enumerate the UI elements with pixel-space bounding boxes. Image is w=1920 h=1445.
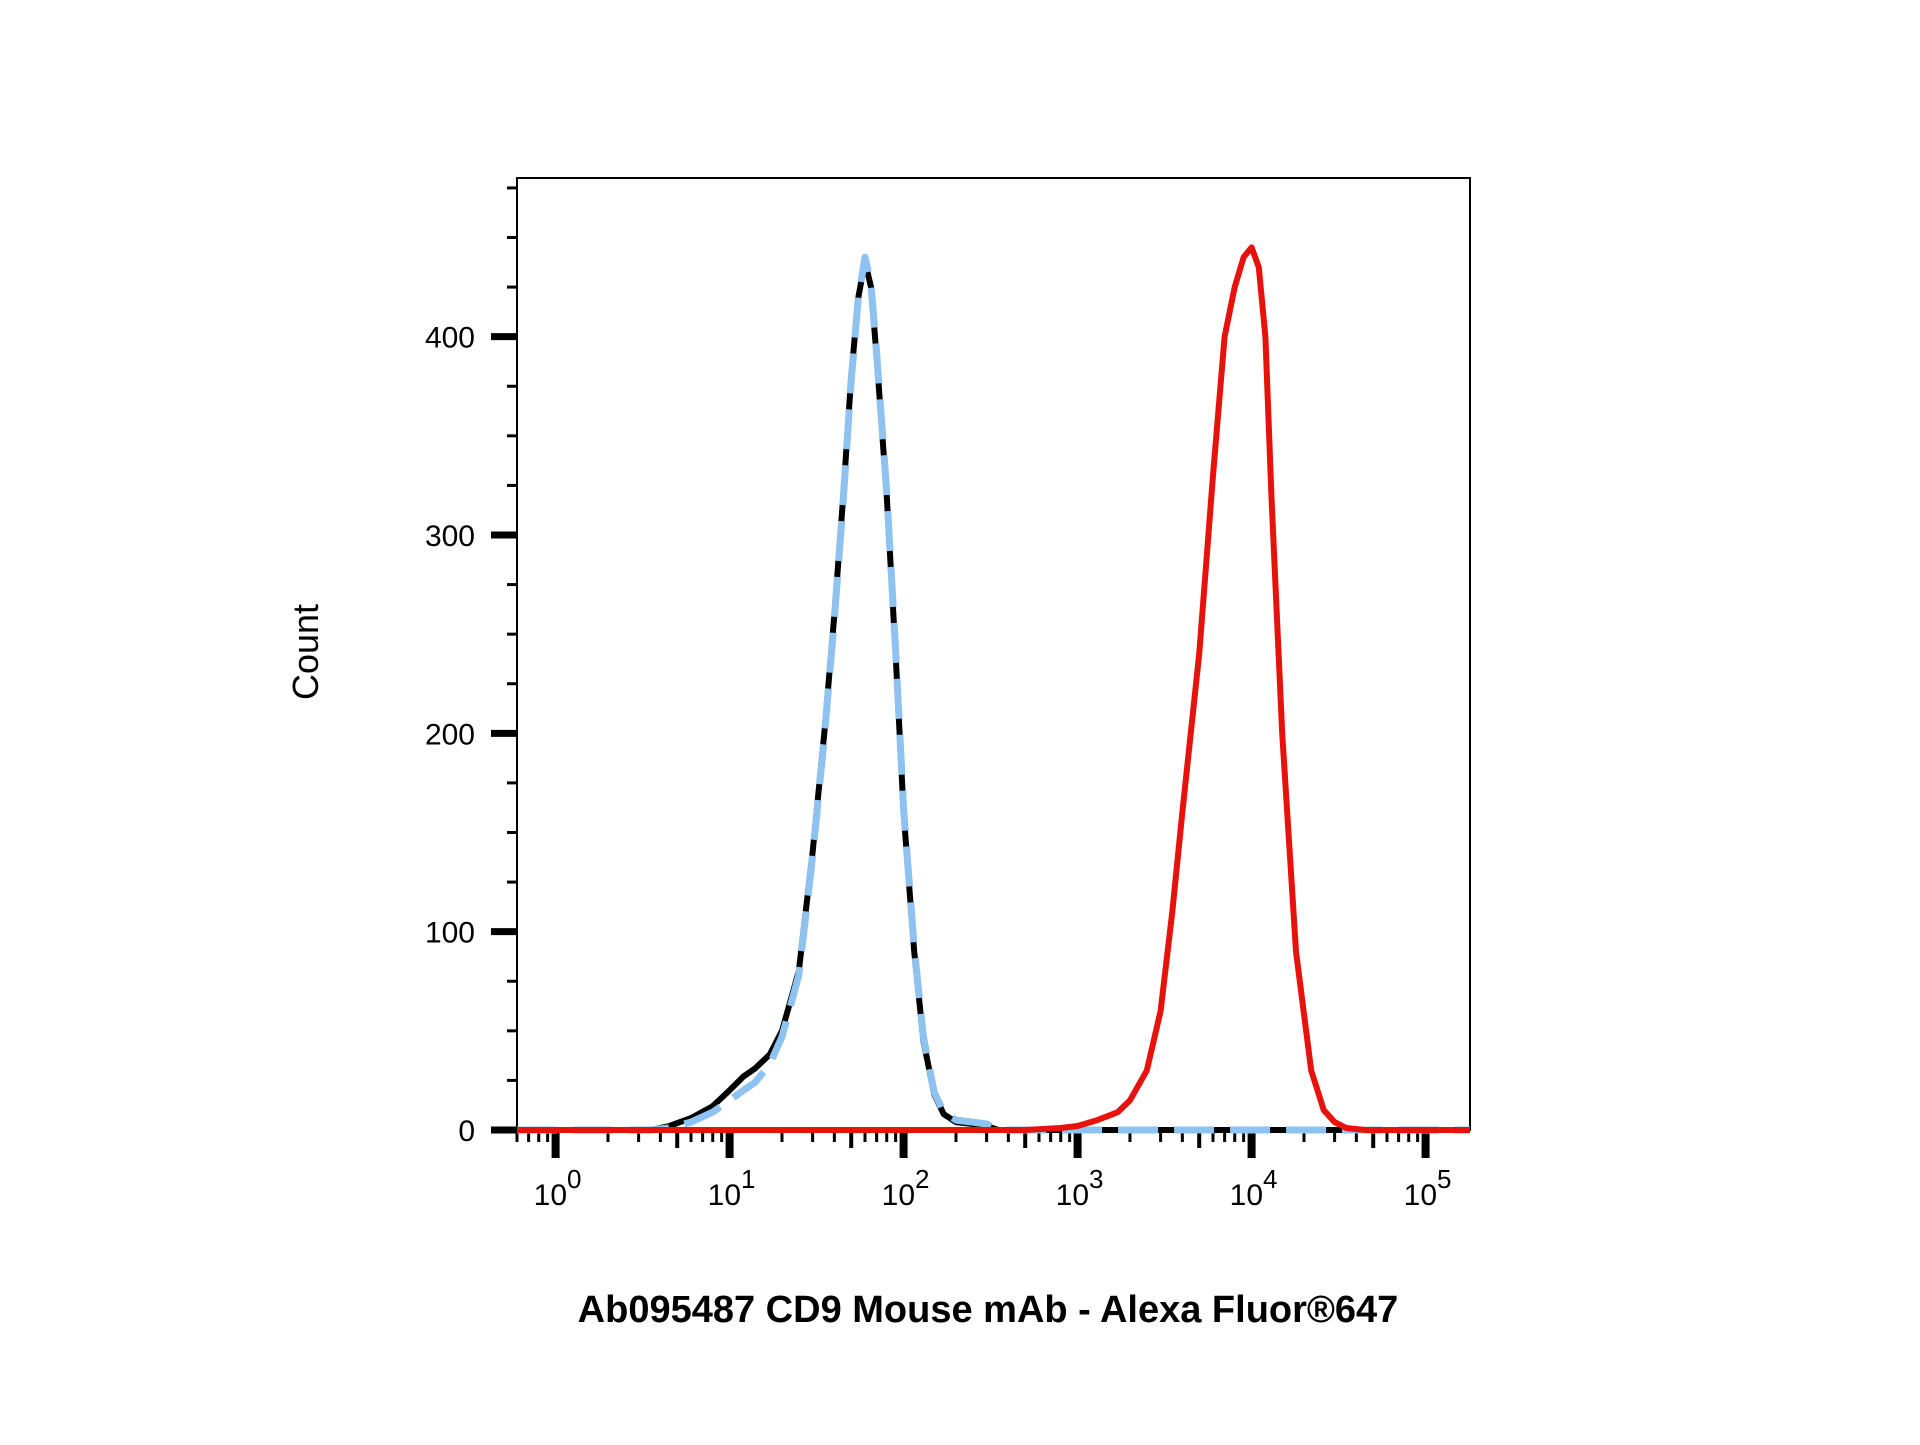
y-axis-title: Count: [285, 604, 326, 700]
x-axis-title: Ab095487 CD9 Mouse mAb - Alexa Fluor®647: [578, 1289, 1399, 1331]
x-tick-label: 101: [708, 1164, 756, 1212]
x-tick-base: 10: [1230, 1179, 1263, 1212]
x-tick-base: 10: [708, 1179, 741, 1212]
plot-frame: [516, 177, 1471, 1131]
x-tick-base: 10: [534, 1179, 567, 1212]
y-tick-label: 200: [425, 718, 475, 751]
y-tick-label: 300: [425, 520, 475, 553]
ticks-layer: [491, 186, 1430, 1158]
x-tick-exponent: 5: [1437, 1164, 1451, 1194]
x-tick-exponent: 1: [741, 1164, 755, 1194]
y-tick-label: 100: [425, 917, 475, 950]
x-tick-label: 103: [1056, 1164, 1104, 1212]
x-tick-exponent: 3: [1089, 1164, 1103, 1194]
y-tick-label: 0: [458, 1115, 475, 1148]
y-tick-label: 400: [425, 322, 475, 355]
x-tick-exponent: 0: [567, 1164, 581, 1194]
series-line-3: [517, 244, 1470, 1133]
x-tick-base: 10: [1056, 1179, 1089, 1212]
x-tick-label: 105: [1404, 1164, 1452, 1212]
x-tick-label: 100: [534, 1164, 582, 1212]
x-tick-base: 10: [1404, 1179, 1437, 1212]
x-tick-exponent: 4: [1263, 1164, 1277, 1194]
x-tick-exponent: 2: [915, 1164, 929, 1194]
x-tick-label: 104: [1230, 1164, 1278, 1212]
series-layer: [517, 244, 1470, 1134]
x-tick-label: 102: [882, 1164, 930, 1212]
x-tick-base: 10: [882, 1179, 915, 1212]
series-line-2: [517, 253, 1470, 1134]
